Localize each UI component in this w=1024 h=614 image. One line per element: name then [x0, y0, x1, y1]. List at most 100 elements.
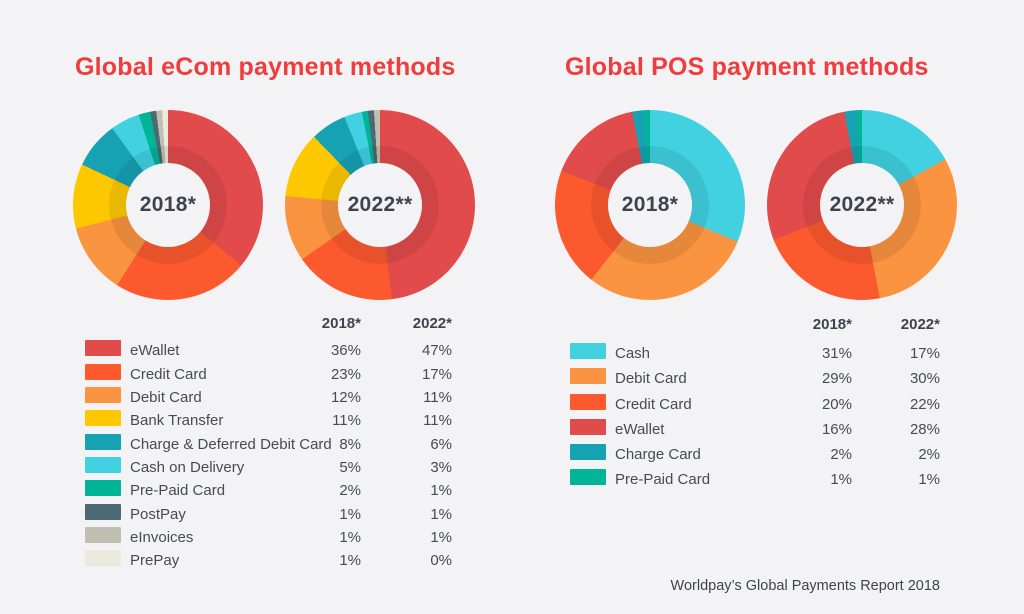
legend-label: Charge Card	[615, 446, 701, 464]
legend-row: Charge Card 2% 2%	[570, 442, 940, 467]
legend-swatch-cell	[85, 526, 130, 548]
legend-value-2022: 1%	[430, 528, 452, 546]
legend-value-2022: 22%	[909, 395, 940, 413]
legend-swatch-cell	[570, 343, 615, 364]
legend-color-swatch	[85, 340, 121, 357]
legend-value-2018: 5%	[339, 458, 361, 476]
legend-label: PostPay	[130, 505, 186, 523]
legend-value-2022: 17%	[421, 365, 452, 383]
legend-value-2018: 36%	[330, 342, 361, 360]
legend-value-2022: 28%	[909, 420, 940, 438]
legend-row: eWallet 36% 47%	[85, 339, 452, 362]
legend-value-2018: 16%	[821, 420, 852, 438]
legend-color-swatch	[85, 410, 121, 427]
ecom-2022-donut-chart: 2022**	[285, 110, 475, 300]
ecom-2018-donut-chart: 2018*	[73, 110, 263, 300]
legend-swatch-cell	[85, 480, 130, 501]
legend-color-swatch	[570, 393, 606, 410]
legend-value-2022: 1%	[430, 482, 452, 500]
legend-label: eWallet	[130, 342, 180, 360]
legend-swatch-cell	[85, 387, 130, 408]
legend-value-2022: 1%	[430, 505, 452, 523]
legend-color-swatch	[85, 456, 121, 473]
legend-value-2022: 11%	[423, 412, 452, 430]
legend-row: eInvoices 1% 1%	[85, 526, 452, 549]
donut-hole: 2022**	[338, 163, 422, 247]
legend-value-2018: 1%	[339, 552, 361, 570]
legend-color-swatch	[85, 433, 121, 450]
legend-value-2022: 47%	[421, 342, 452, 360]
legend-row: PrePay 1% 0%	[85, 549, 452, 572]
legend-swatch-cell	[570, 418, 615, 440]
legend-label: Credit Card	[615, 395, 692, 413]
donut-hole: 2022**	[820, 163, 904, 247]
legend-color-swatch	[85, 550, 121, 567]
legend-color-swatch	[570, 444, 606, 461]
legend-row: Credit Card 20% 22%	[570, 392, 940, 417]
legend-color-swatch	[85, 526, 121, 543]
legend-value-2018: 29%	[821, 370, 852, 388]
legend-rows: Cash 31% 17% Debit Card 29% 30% Credit Card 20%…	[570, 341, 940, 492]
legend-swatch-cell	[85, 340, 130, 361]
legend-value-2022: 30%	[909, 370, 940, 388]
pos-section-title: Global POS payment methods	[565, 53, 929, 81]
legend-value-2022: 1%	[918, 471, 940, 489]
legend-swatch-cell	[85, 433, 130, 455]
legend-row: Cash on Delivery 5% 3%	[85, 456, 452, 479]
ecom-legend-table: 2018* 2022* eWallet 36% 47% Credit Card 23% 1…	[85, 312, 452, 572]
legend-color-swatch	[85, 503, 121, 520]
legend-label: Cash on Delivery	[130, 458, 245, 476]
legend-value-2022: 0%	[430, 552, 452, 570]
legend-label: Debit Card	[130, 389, 202, 407]
legend-label: Debit Card	[615, 370, 687, 388]
ecom-section-title: Global eCom payment methods	[75, 53, 456, 81]
donut-hole: 2018*	[126, 163, 210, 247]
legend-row: Bank Transfer 11% 11%	[85, 409, 452, 432]
legend-color-swatch	[570, 343, 606, 360]
legend-label: Pre-Paid Card	[130, 482, 226, 500]
legend-label: eWallet	[615, 420, 665, 438]
legend-swatch-cell	[85, 363, 130, 385]
legend-value-2022: 17%	[909, 345, 940, 363]
legend-value-2022: 2%	[918, 446, 940, 464]
legend-label: Credit Card	[130, 365, 207, 383]
legend-value-2018: 31%	[821, 345, 852, 363]
legend-value-2018: 11%	[332, 412, 361, 430]
legend-row: Cash 31% 17%	[570, 341, 940, 366]
legend-header-2022: 2022*	[412, 315, 452, 333]
pos-2018-donut-chart: 2018*	[555, 110, 745, 300]
legend-row: Pre-Paid Card 2% 1%	[85, 479, 452, 502]
legend-color-swatch	[85, 363, 121, 380]
pos-legend-table: 2018* 2022* Cash 31% 17% Debit Card 29% 30% Cr…	[570, 312, 940, 492]
legend-swatch-cell	[570, 393, 615, 415]
legend-row: Debit Card 12% 11%	[85, 386, 452, 409]
legend-value-2022: 6%	[430, 435, 452, 453]
donut-center-year-label: 2018*	[621, 193, 679, 216]
legend-swatch-cell	[85, 410, 130, 431]
legend-value-2022: 3%	[430, 458, 452, 476]
legend-swatch-cell	[570, 469, 615, 490]
legend-swatch-cell	[570, 444, 615, 465]
legend-value-2018: 23%	[330, 365, 361, 383]
legend-header-row: 2018* 2022*	[570, 312, 940, 337]
legend-row: PostPay 1% 1%	[85, 502, 452, 525]
legend-header-2018: 2018*	[321, 315, 361, 333]
legend-value-2018: 20%	[821, 395, 852, 413]
legend-value-2018: 1%	[339, 528, 361, 546]
legend-swatch-cell	[85, 503, 130, 525]
legend-color-swatch	[570, 418, 606, 435]
legend-value-2018: 2%	[830, 446, 852, 464]
legend-label: PrePay	[130, 552, 180, 570]
legend-color-swatch	[570, 368, 606, 385]
legend-header-2018: 2018*	[812, 316, 852, 334]
donut-hole: 2018*	[608, 163, 692, 247]
legend-value-2018: 2%	[339, 482, 361, 500]
legend-label: Pre-Paid Card	[615, 471, 711, 489]
legend-header-2022: 2022*	[900, 316, 940, 334]
legend-label: Charge & Deferred Debit Card	[130, 435, 332, 453]
donut-center-year-label: 2022**	[347, 193, 413, 216]
legend-value-2022: 11%	[423, 389, 452, 407]
legend-value-2018: 1%	[339, 505, 361, 523]
legend-header-row: 2018* 2022*	[85, 312, 452, 335]
